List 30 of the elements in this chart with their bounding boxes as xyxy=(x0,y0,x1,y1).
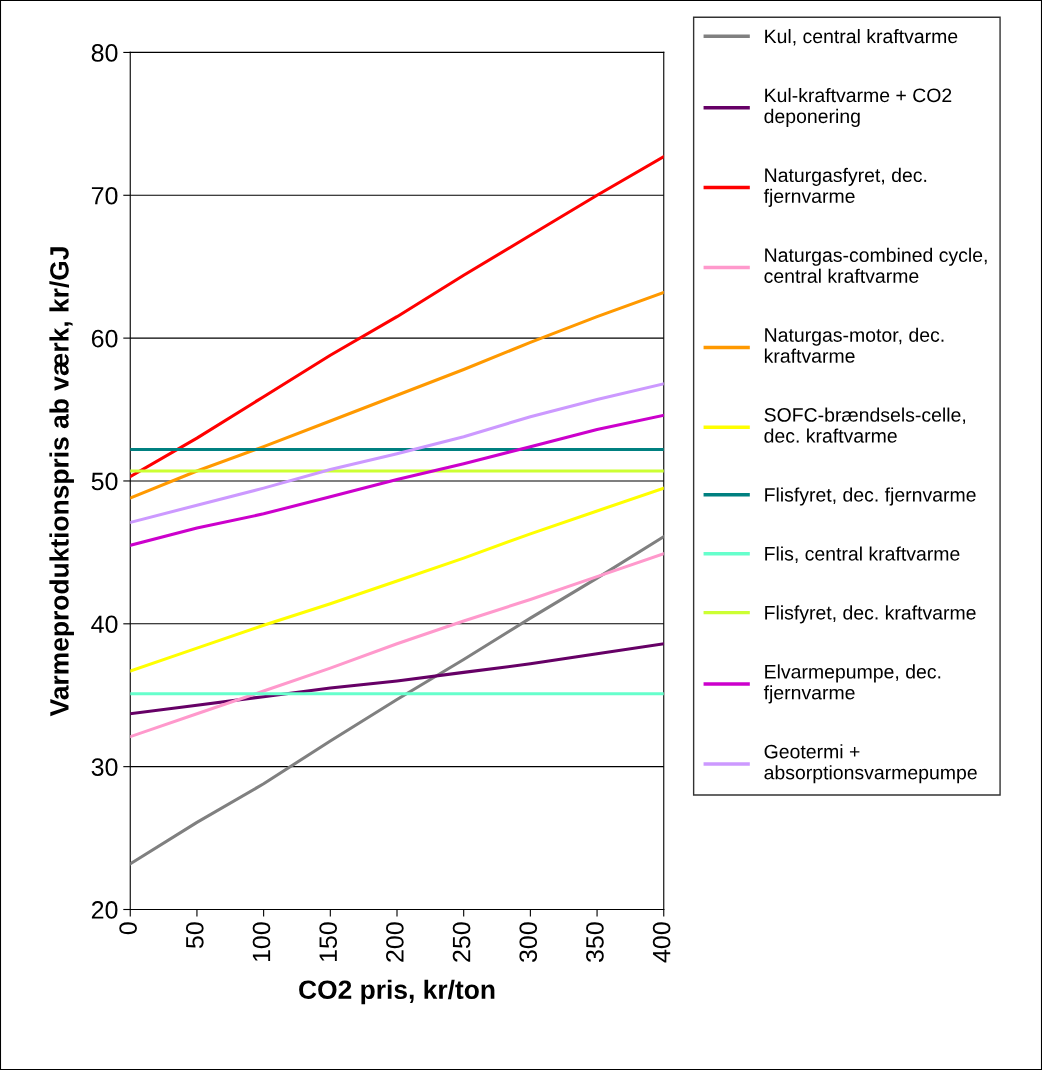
y-tick-label: 50 xyxy=(91,472,118,491)
legend-label: SOFC-brændsels-celle, dec. kraftvarme xyxy=(764,407,966,443)
x-tick-label: 350 xyxy=(586,922,604,963)
x-axis-title: CO2 pris, kr/ton xyxy=(299,979,495,1005)
legend-label: Flisfyret, dec. kraftvarme xyxy=(765,605,976,624)
legend-label: Flis, central kraftvarme xyxy=(765,546,960,563)
y-tick-label: 70 xyxy=(91,186,118,205)
legend-label: Flisfyret, dec. fjernvarme xyxy=(765,487,976,506)
legend-label: Naturgas-combined cycle, central kraftvarme xyxy=(764,247,987,283)
y-tick-label: 80 xyxy=(91,44,118,62)
line-series xyxy=(130,642,664,716)
x-tick-label: 50 xyxy=(185,922,204,949)
x-tick-label: 100 xyxy=(252,922,271,962)
y-tick-label: 60 xyxy=(91,329,118,348)
legend-label: Naturgas-motor, dec. kraftvarme xyxy=(764,327,944,363)
y-tick-label: 20 xyxy=(91,901,118,919)
x-tick-label: 0 xyxy=(119,922,137,935)
x-tick-label: 200 xyxy=(386,922,404,962)
legend-label: Geotermi + absorptionsvarmepumpe xyxy=(764,744,977,784)
legend-label: Elvarmepumpe, dec. fjernvarme xyxy=(763,664,941,704)
y-tick-label: 30 xyxy=(91,758,118,776)
x-tick-label: 300 xyxy=(519,922,538,963)
y-axis-title: Varmeproduktionspris ab værk, kr/GJ xyxy=(49,247,74,717)
legend-label: Kul-kraftvarme + CO2 deponering xyxy=(764,87,952,127)
x-tick-label: 150 xyxy=(319,922,338,962)
y-tick-label: 40 xyxy=(91,615,118,634)
x-tick-label: 400 xyxy=(652,922,671,963)
legend-label: Kul, central kraftvarme xyxy=(765,28,958,46)
legend-label: Naturgasfyret, dec. fjernvarme xyxy=(763,167,927,207)
x-tick-label: 250 xyxy=(452,922,471,962)
